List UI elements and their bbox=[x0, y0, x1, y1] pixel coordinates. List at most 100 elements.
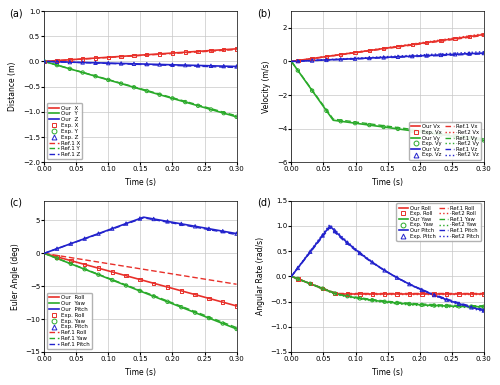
Point bbox=[232, 114, 240, 120]
Point bbox=[380, 299, 388, 305]
Point bbox=[78, 69, 86, 75]
Point bbox=[117, 53, 125, 59]
Point bbox=[336, 52, 344, 58]
Point bbox=[168, 95, 176, 102]
Point bbox=[219, 228, 227, 234]
Point bbox=[104, 54, 112, 60]
Point bbox=[418, 291, 426, 297]
Point bbox=[322, 57, 330, 63]
Point bbox=[318, 286, 326, 292]
Point bbox=[308, 57, 316, 64]
Point bbox=[344, 293, 351, 299]
Point bbox=[130, 61, 138, 67]
Point bbox=[143, 61, 151, 67]
Point bbox=[480, 50, 488, 56]
Legend: Our  Roll, Our  Yaw, Our  Pitch, Exp. Roll, Exp. Yaw, Exp. Pitch, Ref.1 Roll, Re: Our Roll, Our Yaw, Our Pitch, Exp. Roll,… bbox=[47, 293, 92, 349]
Point bbox=[178, 221, 186, 227]
Point bbox=[437, 52, 445, 58]
Point bbox=[468, 291, 475, 297]
Point bbox=[117, 60, 125, 67]
Point bbox=[66, 57, 74, 63]
Point bbox=[294, 57, 302, 64]
Point bbox=[455, 301, 463, 307]
Point bbox=[422, 39, 430, 45]
Point bbox=[336, 118, 344, 124]
Point bbox=[219, 299, 227, 305]
Point bbox=[480, 304, 488, 310]
Point bbox=[40, 59, 48, 65]
Point bbox=[294, 67, 302, 74]
Text: (c): (c) bbox=[10, 198, 22, 208]
Point bbox=[80, 261, 88, 268]
Point bbox=[92, 60, 100, 66]
Point bbox=[394, 54, 402, 60]
Point bbox=[455, 291, 463, 297]
Point bbox=[156, 61, 164, 67]
Point bbox=[108, 226, 116, 232]
Point bbox=[164, 299, 172, 305]
Point bbox=[466, 136, 473, 142]
Point bbox=[294, 276, 302, 282]
Text: (a): (a) bbox=[10, 8, 23, 18]
Point bbox=[344, 291, 351, 297]
Point bbox=[168, 62, 176, 68]
Point bbox=[437, 132, 445, 138]
Point bbox=[442, 291, 450, 297]
Point bbox=[182, 99, 190, 105]
Point bbox=[80, 236, 88, 242]
Point bbox=[219, 320, 227, 326]
Point bbox=[191, 223, 199, 229]
Point bbox=[220, 47, 228, 53]
Point bbox=[468, 304, 475, 310]
Y-axis label: Distance (m): Distance (m) bbox=[8, 62, 18, 111]
Point bbox=[53, 62, 61, 68]
Point bbox=[451, 35, 459, 42]
Point bbox=[136, 216, 144, 222]
Point bbox=[232, 64, 240, 70]
X-axis label: Time (s): Time (s) bbox=[125, 368, 156, 377]
Point bbox=[92, 73, 100, 79]
Point bbox=[207, 63, 215, 69]
Point bbox=[306, 281, 314, 287]
Point bbox=[294, 265, 302, 271]
Point bbox=[194, 48, 202, 54]
Point bbox=[205, 315, 213, 321]
Point bbox=[67, 261, 75, 267]
Point bbox=[122, 273, 130, 279]
Point bbox=[136, 276, 144, 283]
Point bbox=[331, 228, 339, 234]
Point bbox=[130, 52, 138, 59]
Point bbox=[94, 271, 102, 278]
Point bbox=[408, 53, 416, 59]
Point bbox=[168, 50, 176, 56]
Point bbox=[322, 54, 330, 60]
Point bbox=[380, 124, 388, 130]
Point bbox=[356, 250, 364, 256]
X-axis label: Time (s): Time (s) bbox=[372, 178, 403, 187]
Point bbox=[143, 88, 151, 94]
Point bbox=[380, 291, 388, 297]
Point bbox=[308, 87, 316, 94]
Point bbox=[53, 57, 61, 64]
Y-axis label: Velocity (m/s): Velocity (m/s) bbox=[262, 60, 272, 113]
Point bbox=[331, 290, 339, 296]
Point bbox=[108, 277, 116, 283]
Point bbox=[53, 254, 61, 260]
Point bbox=[366, 122, 374, 128]
Point bbox=[104, 60, 112, 66]
Point bbox=[430, 291, 438, 297]
Point bbox=[150, 280, 158, 286]
Point bbox=[368, 259, 376, 265]
Point bbox=[368, 297, 376, 303]
Point bbox=[430, 292, 438, 298]
Point bbox=[380, 267, 388, 273]
Point bbox=[422, 52, 430, 59]
Point bbox=[351, 49, 359, 55]
Point bbox=[150, 293, 158, 300]
Point bbox=[150, 216, 158, 222]
Legend: Our Roll, Exp. Roll, Our Yaw, Exp. Yaw, Our Pitch, Exp. Pitch, Ref.1 Roll, ·Ref.: Our Roll, Exp. Roll, Our Yaw, Exp. Yaw, … bbox=[396, 203, 481, 241]
Point bbox=[406, 301, 413, 307]
Point bbox=[466, 50, 473, 57]
Legend: Our Vx, Exp. Vx, Our Vy, Exp. Vy, Our Vz, Exp. Vz, Ref.1 Vx, ·Ref.2 Vx, Ref.1 Vy: Our Vx, Exp. Vx, Our Vy, Exp. Vy, Our Vz… bbox=[408, 122, 481, 160]
Point bbox=[442, 296, 450, 303]
